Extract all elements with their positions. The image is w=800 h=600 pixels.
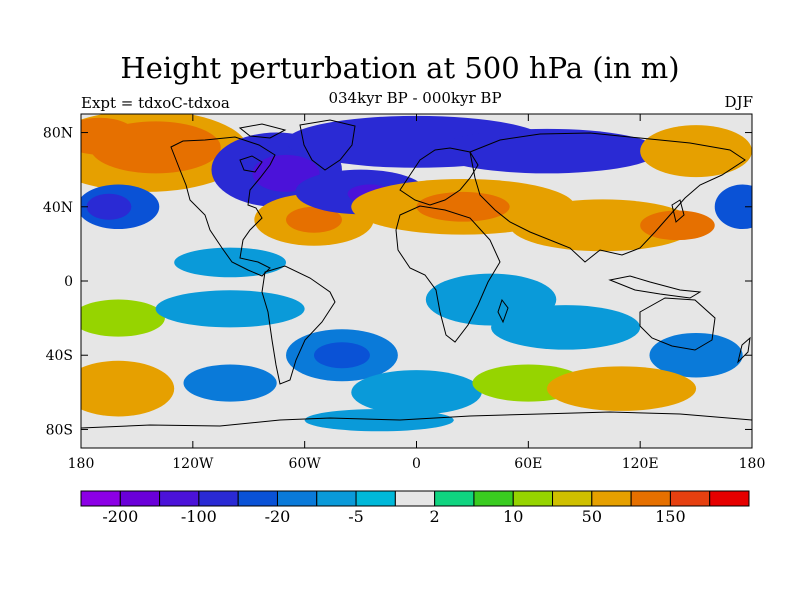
coastline-japan	[671, 199, 685, 223]
colorbar-cell-13	[591, 490, 632, 507]
field-blob-28	[183, 364, 277, 402]
colorbar-label-7: 150	[655, 507, 686, 526]
colorbar-cell-4	[237, 490, 278, 507]
colorbar-label-4: 2	[430, 507, 440, 526]
field-blob-14	[435, 128, 659, 174]
coastline-asia	[469, 132, 746, 263]
field-blob-17	[714, 184, 752, 230]
field-blob-26	[649, 332, 743, 378]
coastline-north-america	[170, 136, 276, 277]
field-blob-32	[304, 409, 454, 432]
field-blob-21	[155, 290, 305, 328]
field-blob-23	[313, 342, 370, 369]
lon-tick-label-2: 60W	[289, 456, 322, 472]
colorbar: -200 -100 -20 -5 2 10 50 150	[80, 490, 750, 526]
colorbar-cell-15	[669, 490, 711, 507]
lat-tick-label-0: 80N	[43, 126, 73, 142]
coastline-new-zealand	[737, 336, 751, 364]
colorbar-label-5: 10	[503, 507, 523, 526]
field-blob-18	[640, 210, 715, 241]
field-blob-2	[81, 117, 137, 155]
colorbar-cell-6	[316, 490, 357, 507]
plot-subtitle: 034kyr BP - 000kyr BP	[328, 89, 502, 107]
lat-tick-label-1: 40N	[43, 200, 73, 216]
colorbar-cell-3	[198, 490, 239, 507]
field-blob-8	[286, 206, 342, 233]
field-blob-31	[546, 366, 697, 411]
colorbar-cell-9	[434, 490, 475, 507]
coastline-europe	[399, 147, 479, 206]
experiment-label: Expt = tdxoC-tdxoa	[81, 94, 230, 112]
coastline-africa	[395, 205, 501, 343]
coastline-greenland	[299, 119, 356, 171]
field-blob-19	[174, 247, 287, 278]
coastline-arctic-islands	[238, 123, 287, 139]
colorbar-cell-8	[394, 490, 436, 507]
field-blob-13	[416, 191, 510, 222]
longitude-axis: 180 120W 60W 0 60E 120E 180	[68, 114, 766, 472]
lon-tick-label-4: 60E	[514, 456, 542, 472]
colorbar-cell-11	[512, 490, 554, 507]
colorbar-cell-10	[473, 490, 514, 507]
colorbar-label-0: -200	[102, 507, 138, 526]
coastline-antarctica	[81, 411, 752, 429]
season-label: DJF	[724, 93, 753, 111]
height-field	[81, 114, 752, 432]
colorbar-cell-1	[119, 490, 161, 507]
colorbar-label-1: -100	[181, 507, 217, 526]
lon-tick-label-1: 120W	[172, 456, 214, 472]
colorbar-cell-2	[159, 490, 200, 507]
coastline-hudson-bay	[239, 155, 263, 173]
lat-tick-label-3: 40S	[46, 348, 73, 364]
colorbar-label-2: -20	[265, 507, 291, 526]
field-blob-29	[351, 370, 482, 415]
coastline-madagascar	[497, 298, 509, 324]
lon-tick-label-3: 0	[412, 456, 421, 472]
lat-tick-label-2: 0	[64, 274, 73, 290]
coastline-australia	[639, 297, 716, 351]
latitude-axis: 80N 40N 0 40S 80S	[43, 126, 752, 438]
colorbar-cell-5	[276, 490, 318, 507]
field-blob-25	[491, 305, 641, 350]
map-panel	[80, 113, 753, 449]
coastline-south-america	[261, 265, 336, 385]
field-blob-20	[81, 299, 165, 337]
colorbar-cell-7	[355, 490, 396, 507]
field-blob-4	[86, 193, 132, 220]
colorbar-cell-0	[80, 490, 121, 507]
field-blob-27	[81, 360, 175, 417]
plot-title: Height perturbation at 500 hPa (in m)	[120, 51, 680, 85]
colorbar-cell-16	[709, 490, 750, 507]
colorbar-label-3: -5	[348, 507, 364, 526]
coastlines	[81, 119, 752, 429]
lon-tick-label-6: 180	[739, 456, 766, 472]
coastline-indonesia	[608, 275, 702, 299]
colorbar-cell-14	[630, 490, 671, 507]
colorbar-label-6: 50	[582, 507, 602, 526]
colorbar-cell-12	[552, 490, 593, 507]
field-blob-16	[640, 125, 752, 178]
lon-tick-label-0: 180	[68, 456, 95, 472]
lon-tick-label-5: 120E	[622, 456, 659, 472]
lat-tick-label-4: 80S	[46, 422, 73, 438]
